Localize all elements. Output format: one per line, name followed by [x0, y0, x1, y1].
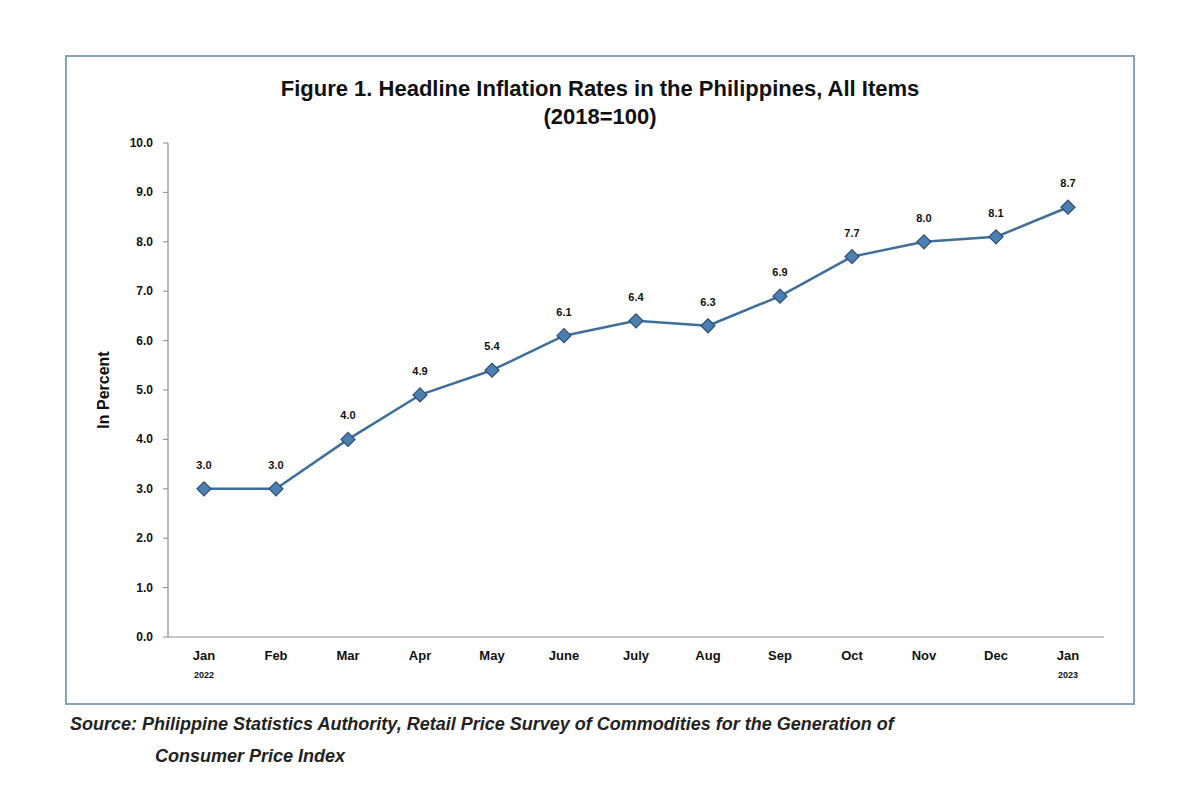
source-note: Source: Philippine Statistics Authority,… — [70, 714, 896, 734]
y-tick — [163, 390, 168, 391]
data-label: 6.4 — [628, 291, 644, 303]
y-tick — [163, 538, 168, 539]
y-tick-label: 2.0 — [136, 531, 153, 545]
x-tick-label: Oct — [841, 648, 863, 663]
data-label: 8.1 — [988, 207, 1003, 219]
data-point — [269, 482, 283, 496]
data-label: 7.7 — [844, 227, 859, 239]
data-point — [197, 482, 211, 496]
data-point — [989, 230, 1003, 244]
y-tick-label: 3.0 — [136, 482, 153, 496]
source-note: Consumer Price Index — [155, 746, 346, 766]
y-tick — [163, 488, 168, 489]
data-label: 6.9 — [772, 266, 787, 278]
data-point — [341, 432, 355, 446]
plot-group — [197, 200, 1075, 496]
data-label: 8.7 — [1060, 177, 1075, 189]
y-tick-label: 8.0 — [136, 235, 153, 249]
y-tick — [163, 439, 168, 440]
y-tick — [163, 340, 168, 341]
x-tick-label: July — [623, 648, 650, 663]
y-tick — [163, 291, 168, 292]
data-label: 4.9 — [412, 365, 427, 377]
x-year-label: 2022 — [194, 670, 214, 680]
chart-frame — [66, 56, 1134, 704]
data-label: 3.0 — [268, 459, 283, 471]
y-axis-label: In Percent — [95, 351, 112, 429]
y-tick-label: 0.0 — [136, 630, 153, 644]
y-tick-label: 9.0 — [136, 185, 153, 199]
data-point — [701, 319, 715, 333]
data-point — [845, 250, 859, 264]
y-tick — [163, 587, 168, 588]
y-tick-label: 1.0 — [136, 581, 153, 595]
title: Figure 1. Headline Inflation Rates in th… — [281, 76, 920, 101]
subtitle: (2018=100) — [543, 104, 656, 129]
x-tick-label: Jan — [1057, 648, 1079, 663]
y-tick — [163, 637, 168, 638]
y-tick — [163, 192, 168, 193]
x-year-label: 2023 — [1058, 670, 1078, 680]
data-point — [1061, 200, 1075, 214]
data-point — [485, 363, 499, 377]
data-point — [917, 235, 931, 249]
data-label: 3.0 — [196, 459, 211, 471]
y-tick-label: 6.0 — [136, 334, 153, 348]
y-tick-label: 4.0 — [136, 432, 153, 446]
y-tick-label: 7.0 — [136, 284, 153, 298]
x-tick-label: Aug — [695, 648, 720, 663]
y-tick-label: 5.0 — [136, 383, 153, 397]
x-tick-label: Nov — [912, 648, 937, 663]
data-point — [629, 314, 643, 328]
y-tick-label: 10.0 — [130, 136, 154, 150]
x-axis — [168, 636, 1104, 637]
data-label: 5.4 — [484, 340, 500, 352]
x-tick-label: May — [479, 648, 505, 663]
background — [0, 0, 1200, 800]
x-tick-label: Dec — [984, 648, 1008, 663]
data-label: 8.0 — [916, 212, 931, 224]
data-point — [557, 329, 571, 343]
data-label: 6.1 — [556, 306, 571, 318]
data-point — [413, 388, 427, 402]
data-label: 6.3 — [700, 296, 715, 308]
data-label: 4.0 — [340, 409, 355, 421]
x-tick-label: Sep — [768, 648, 792, 663]
data-point — [773, 289, 787, 303]
x-tick-label: Apr — [409, 648, 431, 663]
x-tick-label: Feb — [264, 648, 287, 663]
y-tick — [163, 241, 168, 242]
y-tick — [163, 143, 168, 144]
y-axis — [167, 143, 168, 637]
chart: Figure 1. Headline Inflation Rates in th… — [0, 0, 1200, 800]
x-tick-label: Mar — [336, 648, 359, 663]
x-tick-label: Jan — [193, 648, 215, 663]
data-line — [204, 207, 1068, 489]
x-tick-label: June — [549, 648, 579, 663]
